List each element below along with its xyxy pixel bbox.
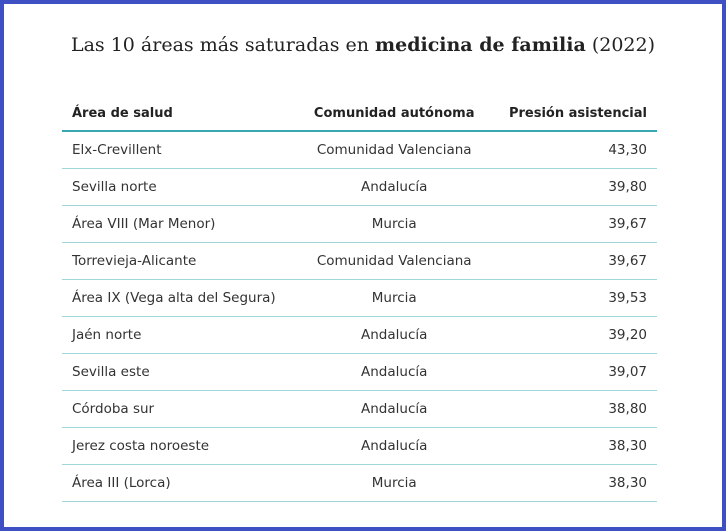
table-row: Área III (Lorca) Murcia 38,30: [62, 464, 657, 502]
title-start: Las 10 áreas más saturadas en: [70, 34, 369, 56]
table-row: Jerez costa noroeste Andalucía 38,30: [62, 427, 657, 465]
table-cell: 39,67: [489, 205, 657, 243]
table-cell: Sevilla este: [62, 353, 299, 391]
table-cell: Área IX (Vega alta del Segura): [62, 279, 299, 317]
table-body: Elx-Crevillent Comunidad Valenciana 43,30 S…: [62, 131, 657, 502]
table-cell: Jerez costa noroeste: [62, 427, 299, 465]
table-cell: Sevilla norte: [62, 168, 299, 206]
table-cell: Andalucía: [298, 316, 490, 354]
table-cell: Jaén norte: [62, 316, 299, 354]
title-end: (2022): [591, 34, 656, 56]
table-cell: Elx-Crevillent: [62, 131, 299, 169]
title-bold: medicina de familia: [375, 34, 586, 56]
data-table: Área de salud Comunidad autónoma Presión a…: [62, 96, 657, 502]
table-cell: 38,30: [489, 427, 657, 465]
table-cell: Murcia: [298, 464, 490, 502]
table-cell: 39,67: [489, 242, 657, 280]
table-cell: Andalucía: [298, 427, 490, 465]
table-cell: 39,07: [489, 353, 657, 391]
table-cell: Área III (Lorca): [62, 464, 299, 502]
title: Las 10 áreas más saturadas en medicina d…: [4, 34, 722, 56]
header-row: Área de salud Comunidad autónoma Presión a…: [62, 96, 657, 132]
table-cell: 39,53: [489, 279, 657, 317]
table-row: Torrevieja-Alicante Comunidad Valenciana 3…: [62, 242, 657, 280]
table-row: Área IX (Vega alta del Segura) Murcia 39,5…: [62, 279, 657, 317]
table-cell: Andalucía: [298, 168, 490, 206]
table-cell: 39,20: [489, 316, 657, 354]
column-header: Área de salud: [62, 96, 299, 132]
table-row: Sevilla este Andalucía 39,07: [62, 353, 657, 391]
table-head: Área de salud Comunidad autónoma Presión a…: [62, 96, 657, 132]
table-cell: Comunidad Valenciana: [298, 242, 490, 280]
table-cell: 38,30: [489, 464, 657, 502]
table-row: Elx-Crevillent Comunidad Valenciana 43,30: [62, 131, 657, 169]
table-row: Área VIII (Mar Menor) Murcia 39,67: [62, 205, 657, 243]
table-cell: Córdoba sur: [62, 390, 299, 428]
table-row: Sevilla norte Andalucía 39,80: [62, 168, 657, 206]
table-row: Córdoba sur Andalucía 38,80: [62, 390, 657, 428]
column-header: Comunidad autónoma: [298, 96, 490, 132]
table-cell: 38,80: [489, 390, 657, 428]
table-cell: Andalucía: [298, 390, 490, 428]
table-cell: Comunidad Valenciana: [298, 131, 490, 169]
table-cell: Andalucía: [298, 353, 490, 391]
table-cell: Murcia: [298, 279, 490, 317]
table-cell: Murcia: [298, 205, 490, 243]
table-cell: 43,30: [489, 131, 657, 169]
table-row: Jaén norte Andalucía 39,20: [62, 316, 657, 354]
table-cell: Área VIII (Mar Menor): [62, 205, 299, 243]
column-header: Presión asistencial: [489, 96, 657, 132]
table-cell: 39,80: [489, 168, 657, 206]
table-cell: Torrevieja-Alicante: [62, 242, 299, 280]
